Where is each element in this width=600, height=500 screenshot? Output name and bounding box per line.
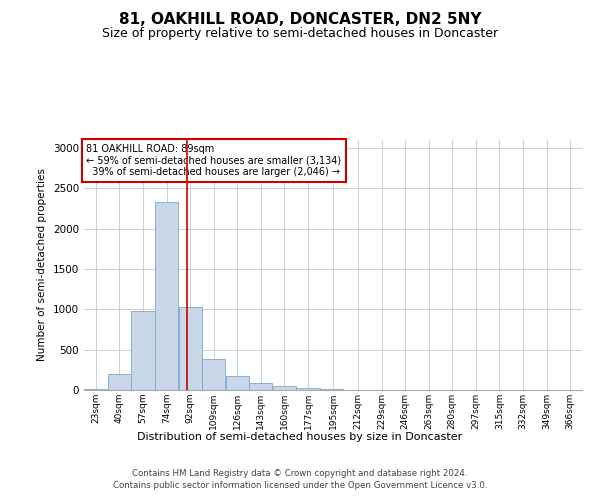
Bar [84,389,107,390]
Bar [108,374,131,390]
Text: 81 OAKHILL ROAD: 89sqm
← 59% of semi-detached houses are smaller (3,134)
  39% o: 81 OAKHILL ROAD: 89sqm ← 59% of semi-det… [86,144,341,177]
Bar [320,389,343,390]
Bar [202,358,225,390]
Text: Size of property relative to semi-detached houses in Doncaster: Size of property relative to semi-detach… [102,28,498,40]
Bar [296,388,320,390]
Bar [155,202,178,390]
Bar [226,376,249,390]
Text: Contains HM Land Registry data © Crown copyright and database right 2024.: Contains HM Land Registry data © Crown c… [132,469,468,478]
Text: Contains public sector information licensed under the Open Government Licence v3: Contains public sector information licen… [113,481,487,490]
Bar [249,382,272,390]
Bar [131,311,155,390]
Bar [179,307,202,390]
Y-axis label: Number of semi-detached properties: Number of semi-detached properties [37,168,47,362]
Text: Distribution of semi-detached houses by size in Doncaster: Distribution of semi-detached houses by … [137,432,463,442]
Bar [273,386,296,390]
Text: 81, OAKHILL ROAD, DONCASTER, DN2 5NY: 81, OAKHILL ROAD, DONCASTER, DN2 5NY [119,12,481,28]
